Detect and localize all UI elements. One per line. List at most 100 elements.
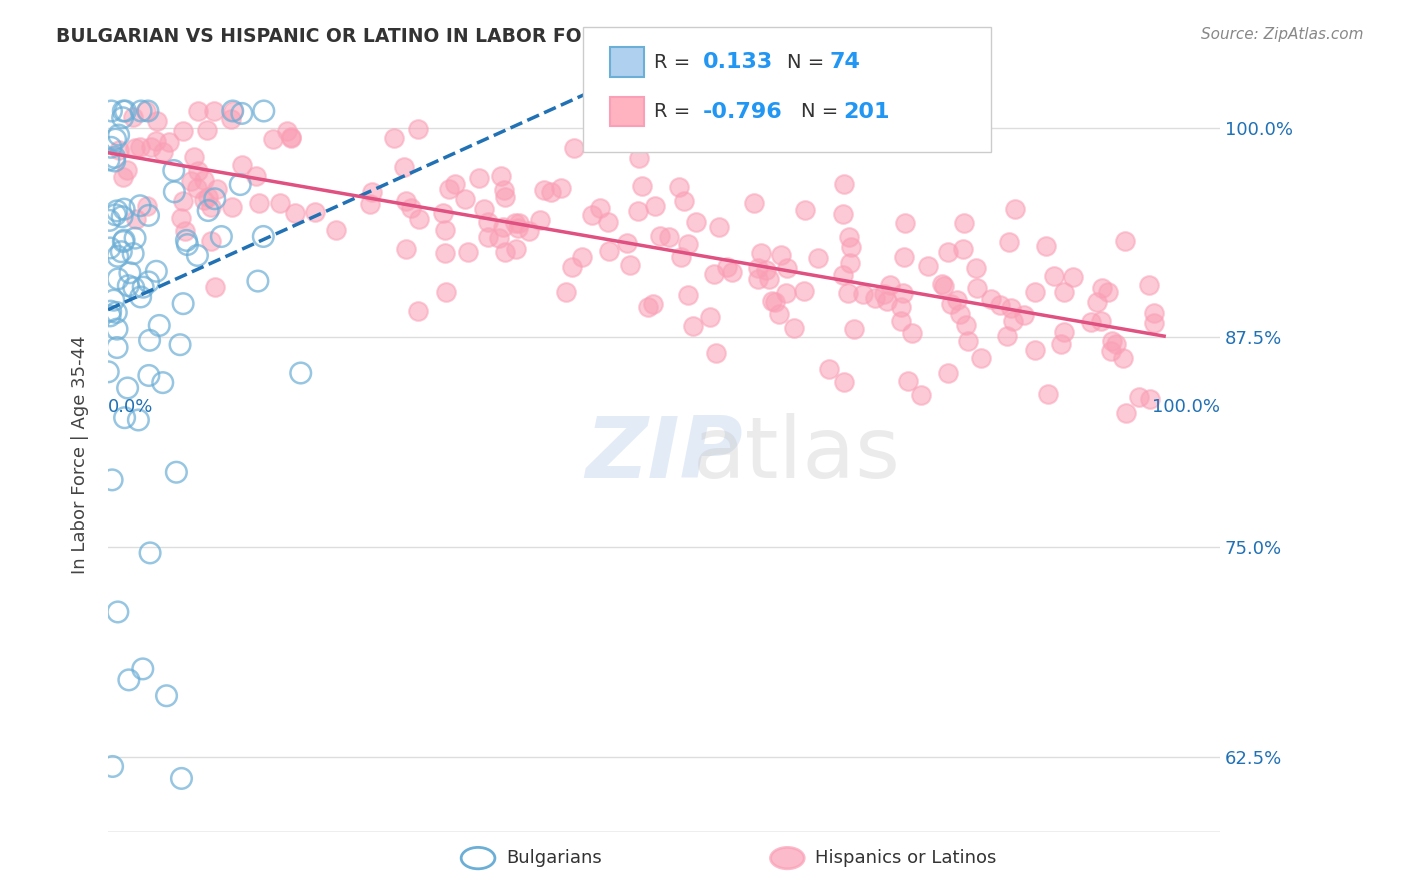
Point	[136, 199, 159, 213]
Point	[682, 319, 704, 334]
Point	[406, 304, 429, 318]
Point	[382, 131, 405, 145]
Y-axis label: In Labor Force | Age 35-44: In Labor Force | Age 35-44	[72, 335, 89, 574]
Point	[103, 293, 125, 308]
Text: ZIP: ZIP	[585, 413, 742, 497]
Point	[1101, 334, 1123, 348]
Point	[749, 246, 772, 260]
Text: 74: 74	[830, 53, 860, 72]
Point	[955, 318, 977, 333]
Point	[890, 301, 912, 315]
Point	[998, 235, 1021, 249]
Point	[454, 193, 477, 207]
Point	[98, 241, 121, 255]
Point	[97, 153, 120, 167]
Point	[135, 103, 157, 118]
Point	[1035, 238, 1057, 252]
Point	[932, 279, 955, 293]
Point	[658, 229, 681, 244]
Point	[155, 689, 177, 703]
Point	[434, 223, 457, 237]
Point	[1053, 285, 1076, 300]
Point	[138, 368, 160, 383]
Point	[108, 143, 131, 157]
Point	[104, 208, 127, 222]
Point	[406, 121, 429, 136]
Point	[685, 215, 707, 229]
Text: 0.0%: 0.0%	[108, 399, 153, 417]
Text: Source: ZipAtlas.com: Source: ZipAtlas.com	[1201, 27, 1364, 42]
Point	[890, 314, 912, 328]
Point	[980, 293, 1002, 307]
Point	[873, 287, 896, 301]
Point	[494, 190, 516, 204]
Point	[172, 124, 194, 138]
Point	[145, 264, 167, 278]
Point	[139, 140, 162, 154]
Point	[152, 145, 174, 160]
Point	[910, 388, 932, 402]
Point	[988, 298, 1011, 312]
Point	[115, 163, 138, 178]
Point	[165, 465, 187, 479]
Point	[392, 161, 415, 175]
Point	[901, 326, 924, 340]
Text: 100.0%: 100.0%	[1152, 399, 1220, 417]
Point	[540, 185, 562, 199]
Point	[245, 169, 267, 183]
Point	[1001, 314, 1024, 328]
Point	[838, 256, 860, 270]
Point	[965, 261, 987, 276]
Point	[100, 304, 122, 318]
Point	[111, 111, 134, 125]
Point	[995, 328, 1018, 343]
Point	[562, 140, 585, 154]
Point	[117, 381, 139, 395]
Point	[152, 376, 174, 390]
Point	[200, 200, 222, 214]
Point	[209, 229, 232, 244]
Text: R =: R =	[654, 102, 690, 121]
Point	[1024, 343, 1046, 357]
Text: N =: N =	[787, 53, 824, 72]
Point	[704, 346, 727, 360]
Point	[105, 341, 128, 355]
Point	[222, 104, 245, 119]
Point	[893, 250, 915, 264]
Point	[433, 245, 456, 260]
Point	[112, 202, 135, 216]
Point	[775, 285, 797, 300]
Point	[703, 268, 725, 282]
Point	[1050, 337, 1073, 351]
Point	[98, 213, 121, 227]
Point	[1042, 268, 1064, 283]
Point	[832, 207, 855, 221]
Text: 201: 201	[844, 102, 890, 121]
Point	[172, 296, 194, 310]
Point	[193, 173, 215, 187]
Point	[122, 281, 145, 295]
Point	[204, 280, 226, 294]
Point	[952, 242, 974, 256]
Point	[627, 204, 650, 219]
Point	[148, 318, 170, 333]
Point	[205, 181, 228, 195]
Point	[1090, 313, 1112, 327]
Point	[437, 182, 460, 196]
Point	[169, 337, 191, 351]
Point	[176, 237, 198, 252]
Point	[747, 260, 769, 275]
Point	[114, 410, 136, 425]
Point	[488, 230, 510, 244]
Point	[124, 231, 146, 245]
Point	[104, 150, 127, 164]
Point	[284, 206, 307, 220]
Point	[280, 130, 302, 145]
Point	[839, 240, 862, 254]
Point	[628, 151, 651, 165]
Point	[891, 285, 914, 300]
Point	[1139, 392, 1161, 406]
Point	[630, 179, 652, 194]
Point	[517, 224, 540, 238]
Point	[280, 129, 302, 144]
